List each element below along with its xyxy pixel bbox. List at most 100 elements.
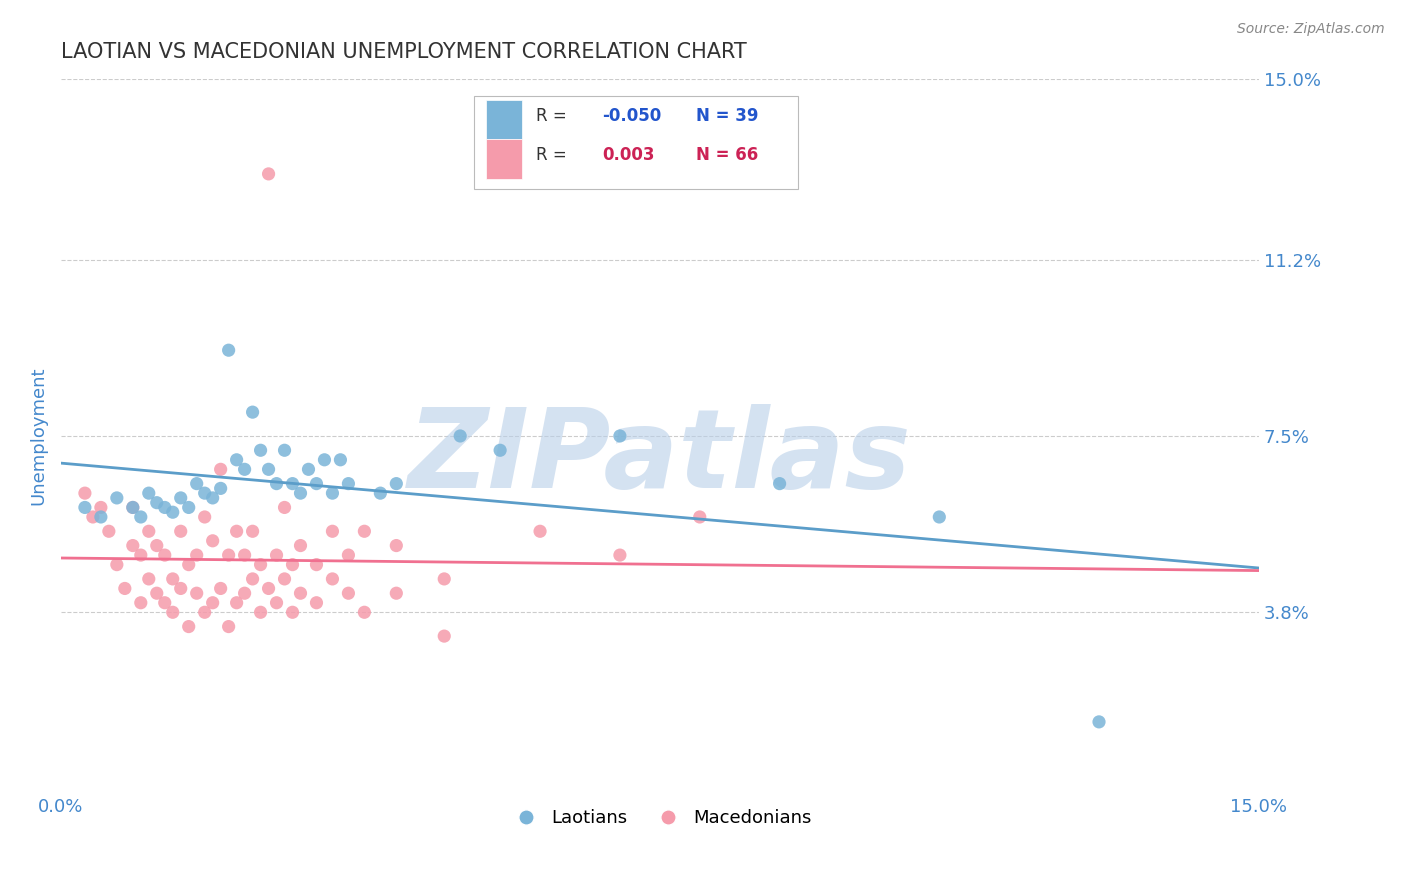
Point — [370, 486, 392, 500]
Point — [186, 586, 208, 600]
Point — [186, 548, 208, 562]
Point — [201, 596, 224, 610]
Point — [201, 533, 224, 548]
Point — [249, 558, 271, 572]
Point — [170, 524, 193, 539]
Point — [146, 496, 169, 510]
Point — [162, 572, 184, 586]
Point — [146, 586, 169, 600]
Point — [257, 167, 280, 181]
Text: -0.050: -0.050 — [602, 107, 662, 125]
Point — [218, 619, 240, 633]
Point — [162, 505, 184, 519]
Point — [321, 486, 343, 500]
Point — [768, 476, 790, 491]
Point — [186, 476, 208, 491]
FancyBboxPatch shape — [474, 96, 797, 189]
Point — [257, 462, 280, 476]
Point — [105, 558, 128, 572]
Point — [153, 548, 176, 562]
Point — [121, 539, 143, 553]
Text: LAOTIAN VS MACEDONIAN UNEMPLOYMENT CORRELATION CHART: LAOTIAN VS MACEDONIAN UNEMPLOYMENT CORRE… — [60, 42, 747, 62]
Point — [281, 558, 304, 572]
Point — [273, 443, 295, 458]
Point — [337, 586, 360, 600]
Point — [281, 605, 304, 619]
Text: R =: R = — [537, 107, 572, 125]
Point — [170, 491, 193, 505]
Point — [194, 605, 217, 619]
Y-axis label: Unemployment: Unemployment — [30, 367, 46, 505]
Point — [257, 582, 280, 596]
Point — [290, 539, 312, 553]
Point — [170, 582, 193, 596]
Point — [290, 586, 312, 600]
Point — [233, 462, 256, 476]
Point — [385, 476, 408, 491]
Point — [321, 524, 343, 539]
Point — [129, 596, 152, 610]
Point — [225, 452, 247, 467]
Point — [90, 510, 112, 524]
Point — [233, 548, 256, 562]
Point — [209, 482, 232, 496]
Point — [194, 510, 217, 524]
Legend: Laotians, Macedonians: Laotians, Macedonians — [501, 802, 818, 834]
Point — [233, 586, 256, 600]
Point — [928, 510, 950, 524]
Point — [177, 619, 200, 633]
Point — [273, 500, 295, 515]
Point — [314, 452, 336, 467]
Point — [153, 596, 176, 610]
FancyBboxPatch shape — [486, 139, 522, 178]
Point — [281, 476, 304, 491]
Point — [82, 510, 104, 524]
Point — [129, 548, 152, 562]
Point — [138, 486, 160, 500]
Point — [385, 586, 408, 600]
Point — [689, 510, 711, 524]
Point — [489, 443, 512, 458]
Point — [114, 582, 136, 596]
Point — [177, 500, 200, 515]
Point — [290, 486, 312, 500]
Point — [385, 539, 408, 553]
Point — [121, 500, 143, 515]
Point — [433, 629, 456, 643]
Point — [321, 572, 343, 586]
Point — [609, 548, 631, 562]
Point — [433, 572, 456, 586]
Point — [201, 491, 224, 505]
Point — [242, 524, 264, 539]
Point — [177, 558, 200, 572]
Point — [242, 572, 264, 586]
Point — [129, 510, 152, 524]
Point — [225, 596, 247, 610]
Point — [249, 443, 271, 458]
Point — [153, 500, 176, 515]
Point — [266, 548, 288, 562]
Point — [97, 524, 120, 539]
Point — [1088, 714, 1111, 729]
Point — [90, 500, 112, 515]
Point — [121, 500, 143, 515]
Point — [609, 429, 631, 443]
Text: Source: ZipAtlas.com: Source: ZipAtlas.com — [1237, 22, 1385, 37]
Point — [297, 462, 319, 476]
Point — [242, 405, 264, 419]
Point — [305, 558, 328, 572]
Text: R =: R = — [537, 146, 572, 164]
Point — [138, 524, 160, 539]
Text: N = 66: N = 66 — [696, 146, 758, 164]
Point — [209, 462, 232, 476]
FancyBboxPatch shape — [486, 100, 522, 139]
Point — [337, 476, 360, 491]
Point — [138, 572, 160, 586]
Point — [73, 500, 96, 515]
Point — [353, 605, 375, 619]
Point — [273, 572, 295, 586]
Text: 0.003: 0.003 — [602, 146, 655, 164]
Point — [105, 491, 128, 505]
Text: ZIPatlas: ZIPatlas — [408, 404, 911, 511]
Point — [249, 605, 271, 619]
